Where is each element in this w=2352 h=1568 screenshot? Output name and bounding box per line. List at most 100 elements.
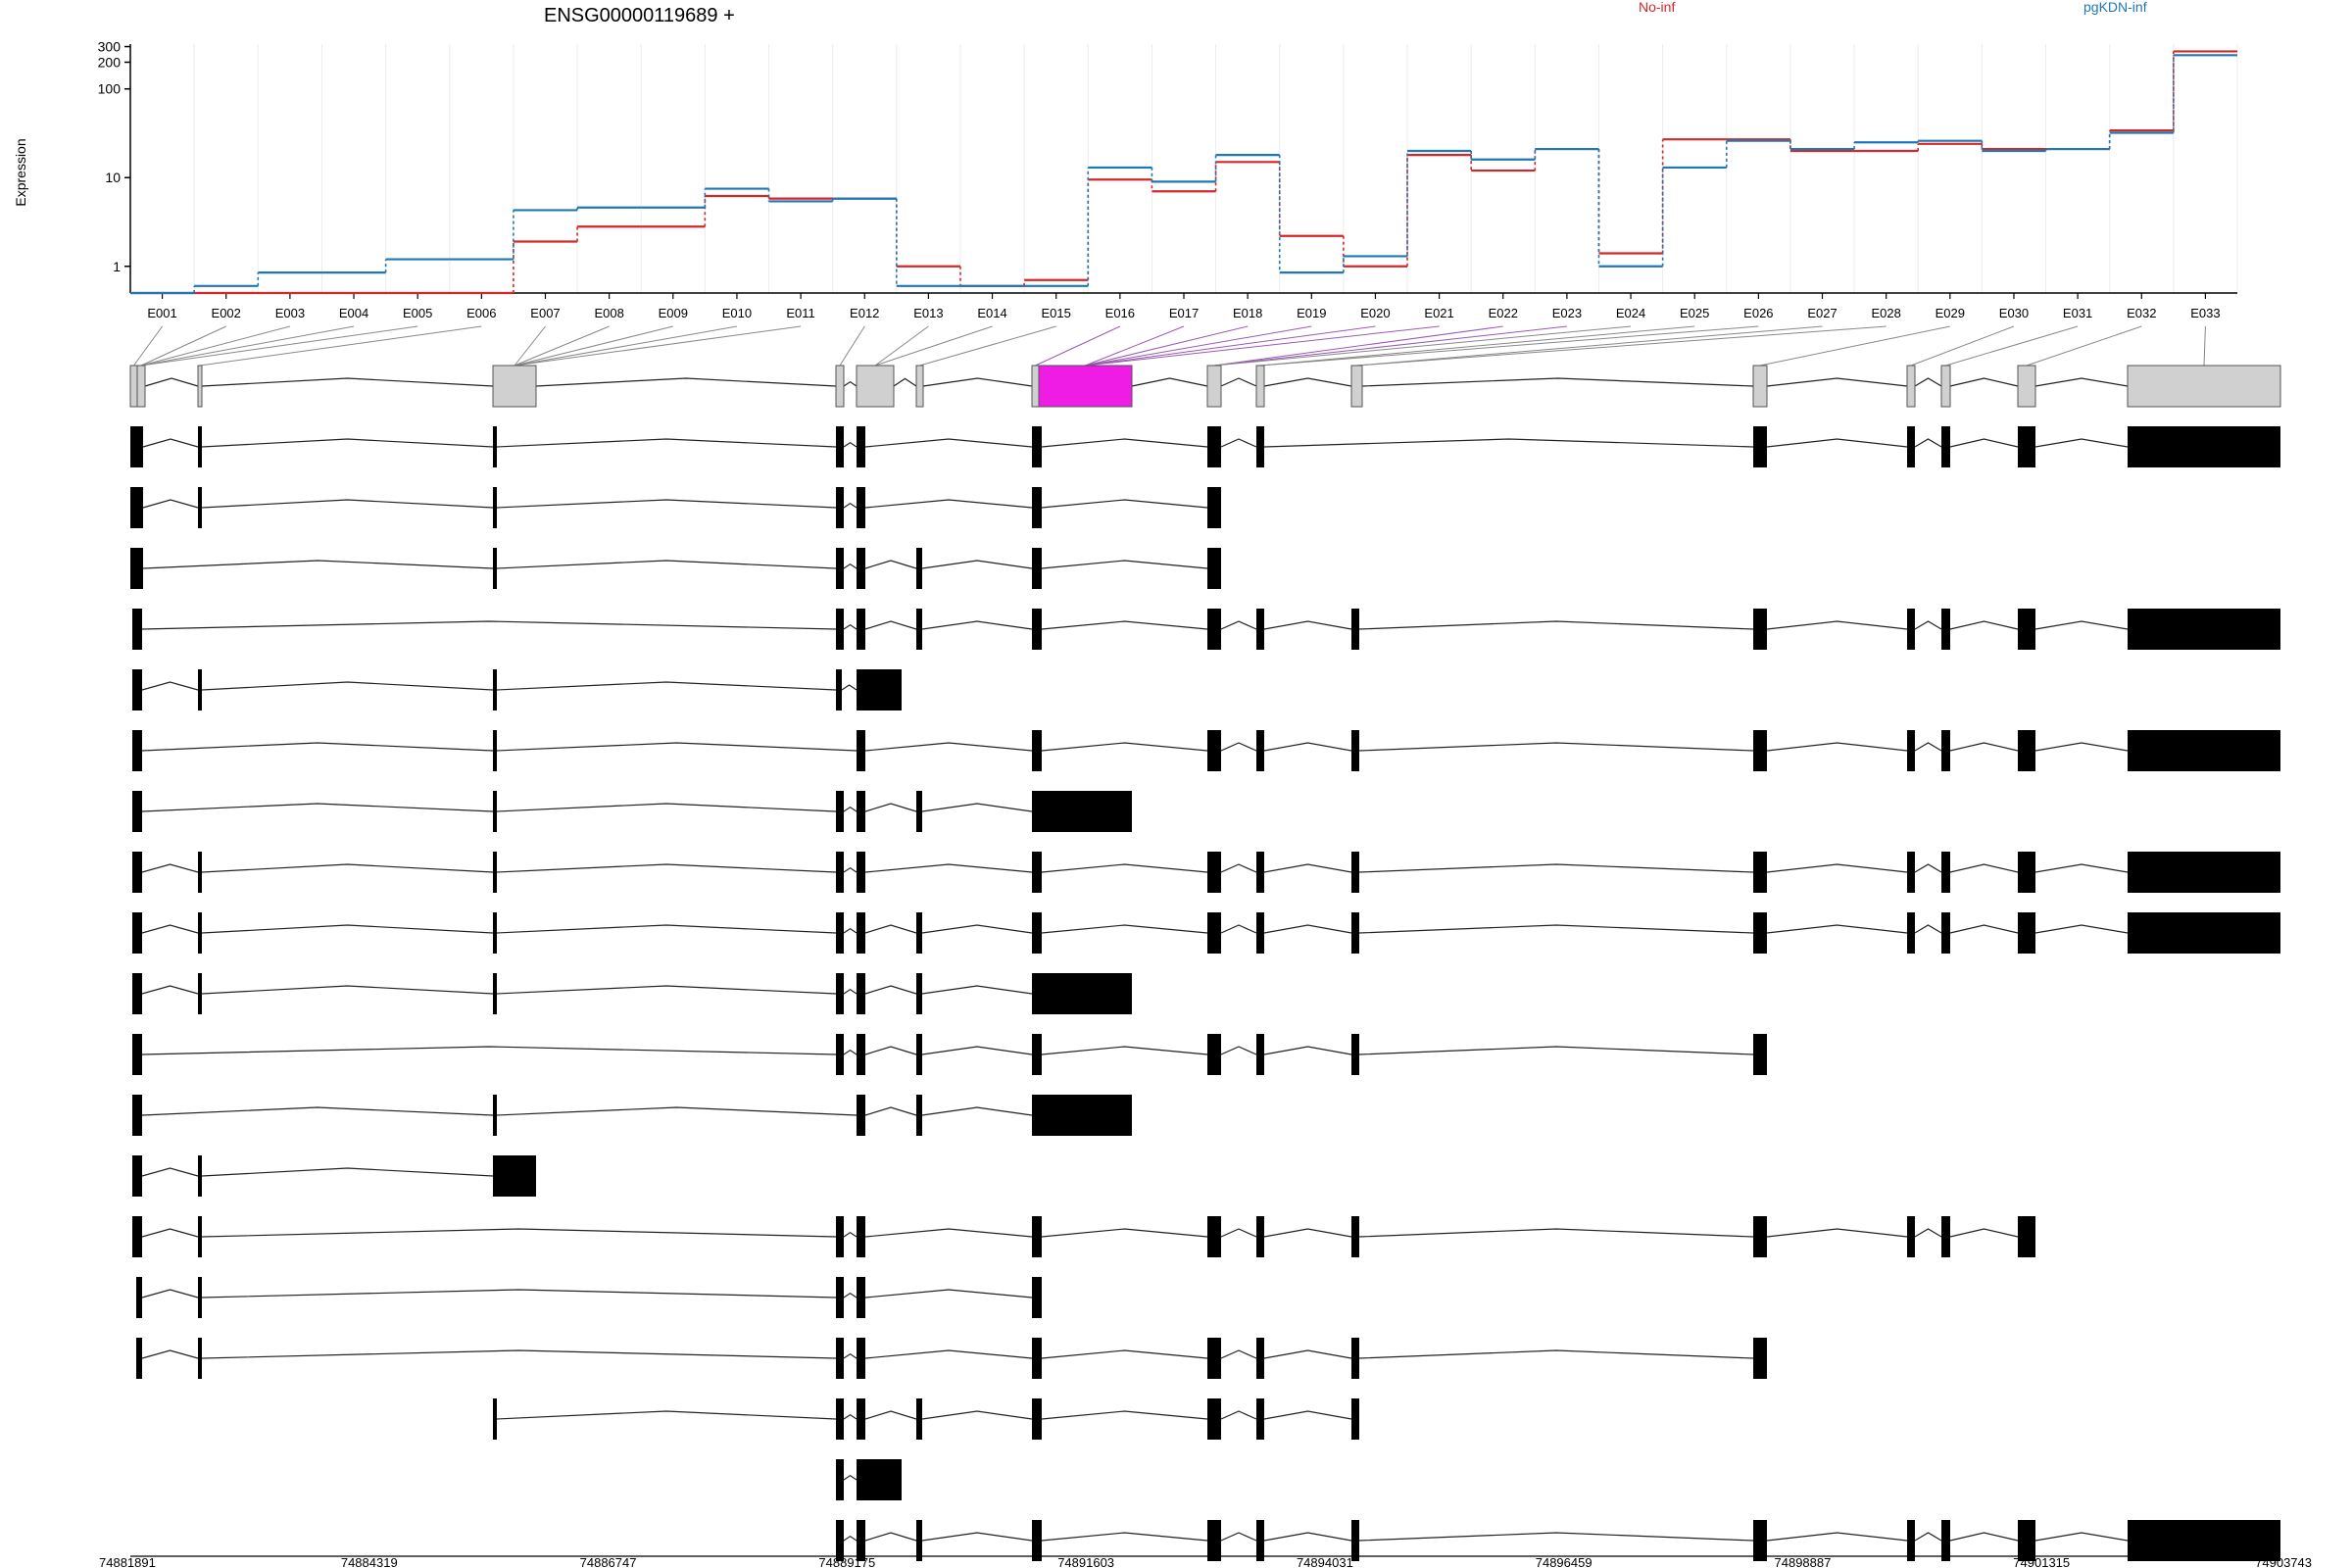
transcript-exon [2128, 426, 2280, 467]
transcript-intron [201, 1167, 494, 1177]
transcript-exon [1256, 1520, 1264, 1561]
transcript-exon [1032, 1095, 1132, 1136]
transcript-intron [1914, 438, 1942, 448]
transcript-exon [493, 912, 497, 954]
transcript-intron [921, 620, 1033, 630]
x-tick-label: E004 [339, 306, 368, 320]
model-exon [1940, 365, 1951, 408]
transcript-intron [141, 803, 494, 812]
model-intron [1766, 377, 1908, 387]
transcript-exon [916, 1095, 922, 1136]
transcript-intron [496, 681, 837, 691]
transcript-exon [198, 426, 202, 467]
transcript-exon [132, 609, 142, 650]
transcript-intron [201, 985, 494, 995]
x-tick-label: E019 [1297, 306, 1326, 320]
transcript-exon [857, 1216, 865, 1257]
transcript-intron [2034, 438, 2129, 448]
transcript-intron [1041, 499, 1208, 509]
transcript-intron [141, 1046, 837, 1055]
transcript-exon [916, 973, 922, 1014]
transcript-exon [836, 609, 844, 650]
transcript-intron [843, 927, 858, 934]
transcript-row [132, 852, 2280, 893]
transcript-exon [1351, 1034, 1359, 1075]
transcript-exon [857, 487, 865, 528]
transcript-exon [1753, 1034, 1767, 1075]
exon-connector [140, 325, 418, 367]
transcript-exon [1907, 852, 1915, 893]
transcript-row [130, 426, 2280, 467]
exon-connector [514, 325, 673, 367]
transcript-row [130, 487, 1221, 528]
transcript-exon [130, 426, 143, 467]
transcript-exon [132, 912, 142, 954]
model-intron [1914, 377, 1942, 387]
transcript-intron [496, 1106, 858, 1116]
exon-connector [919, 325, 1056, 367]
transcript-intron [864, 985, 917, 995]
transcript-intron [1220, 742, 1257, 752]
model-intron [1361, 377, 1754, 387]
x-tick-label: E002 [212, 306, 241, 320]
transcript-intron [201, 1349, 837, 1359]
transcript-exon [1351, 1216, 1359, 1257]
transcript-intron [864, 560, 917, 569]
transcript-intron [864, 1532, 917, 1542]
x-tick-label: E016 [1105, 306, 1135, 320]
model-intron [922, 377, 1033, 387]
model-exon [1255, 365, 1265, 408]
transcript-exon [1207, 1398, 1221, 1440]
transcript-intron [1358, 620, 1754, 630]
transcript-exon [198, 852, 202, 893]
transcript-intron [141, 985, 199, 995]
transcript-intron [1220, 620, 1257, 630]
coord-label: 74886747 [580, 1555, 637, 1568]
transcript-exon [1032, 548, 1042, 589]
transcript-intron [496, 803, 837, 812]
transcript-exon [1753, 1216, 1767, 1257]
x-tick-label: E003 [275, 306, 305, 320]
transcript-intron [1041, 924, 1208, 934]
transcript-intron [1041, 1046, 1208, 1055]
legend-no-inf: No-inf [1639, 0, 1675, 15]
transcript-exon [916, 1034, 922, 1075]
transcript-exon [1032, 487, 1042, 528]
transcript-intron [843, 1049, 858, 1055]
transcript-intron [141, 681, 199, 691]
transcript-exon [1256, 609, 1264, 650]
transcript-intron [1220, 1228, 1257, 1238]
exon-connector [140, 325, 226, 367]
transcript-intron [201, 438, 494, 448]
model-intron [535, 377, 837, 387]
x-tick-label: E023 [1552, 306, 1582, 320]
transcript-intron [1949, 924, 2019, 934]
transcript-intron [1263, 742, 1352, 752]
transcript-exon [1207, 1034, 1221, 1075]
transcript-exon [836, 973, 844, 1014]
transcript-intron [496, 985, 837, 995]
transcript-exon [132, 730, 142, 771]
transcript-row [132, 912, 2280, 954]
transcript-row [132, 730, 2280, 771]
transcript-intron [1263, 1532, 1352, 1542]
transcript-intron [1220, 863, 1257, 873]
transcript-exon [1207, 912, 1221, 954]
transcript-intron [1263, 620, 1352, 630]
transcript-exon [1941, 426, 1950, 467]
transcript-intron [864, 742, 1033, 752]
transcript-intron [1766, 863, 1908, 873]
transcript-exon [2018, 1216, 2035, 1257]
transcript-exon [1032, 852, 1042, 893]
transcript-exon [1941, 852, 1950, 893]
series-No-inf [130, 50, 2237, 295]
transcript-intron [864, 620, 917, 630]
x-tick-label: E001 [147, 306, 176, 320]
transcript-intron [141, 1167, 199, 1177]
transcript-intron [1263, 1046, 1352, 1055]
transcript-exon [857, 1459, 902, 1500]
transcript-intron [1358, 1532, 1754, 1542]
transcript-intron [1041, 1228, 1208, 1238]
coord-label: 74896459 [1536, 1555, 1592, 1568]
